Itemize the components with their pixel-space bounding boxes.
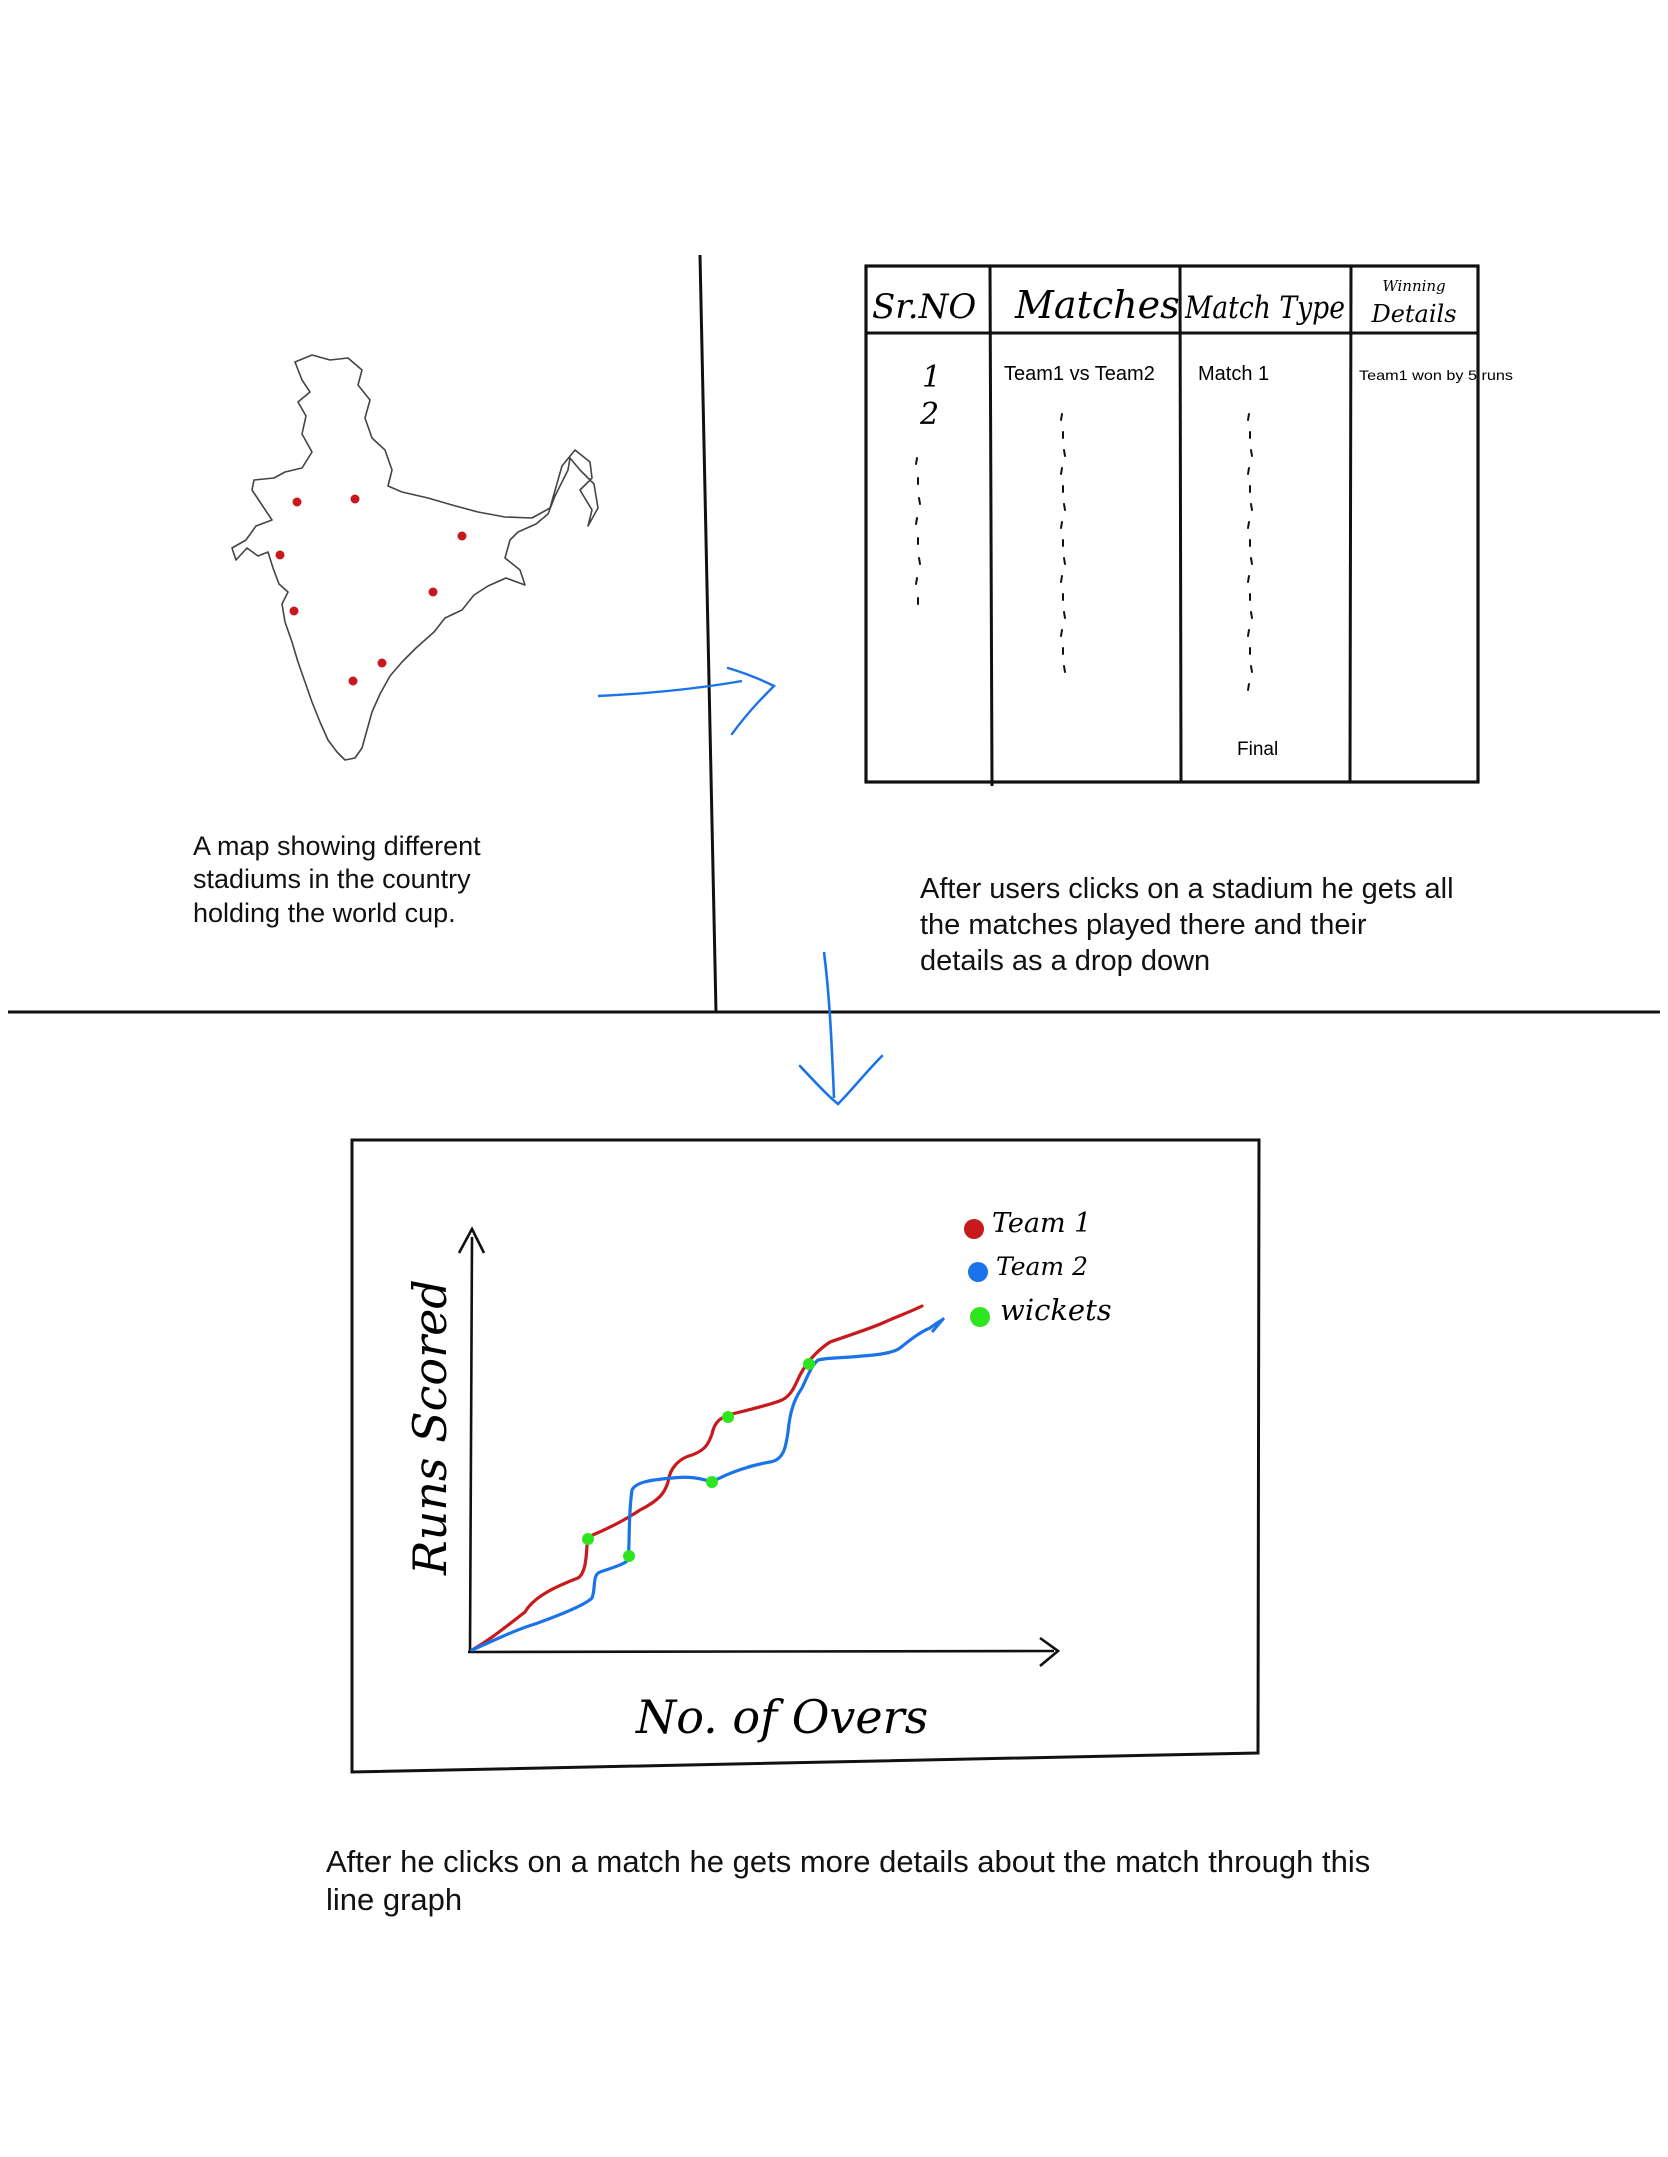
continuation-mark bbox=[1250, 611, 1253, 619]
continuation-mark bbox=[915, 517, 918, 525]
continuation-mark bbox=[915, 457, 918, 465]
continuation-mark bbox=[918, 557, 921, 565]
wicket-point[interactable] bbox=[803, 1358, 815, 1370]
continuation-mark bbox=[1247, 683, 1250, 691]
header-sr-no: Sr.NO bbox=[872, 287, 976, 327]
continuation-mark bbox=[915, 577, 918, 585]
continuation-mark bbox=[1063, 557, 1066, 565]
continuation-mark bbox=[1060, 521, 1063, 529]
continuation-mark bbox=[1063, 449, 1066, 457]
continuation-mark bbox=[1247, 413, 1250, 421]
india-map[interactable] bbox=[231, 354, 599, 761]
continuation-mark bbox=[1247, 575, 1250, 583]
matches-table: Sr.NO Matches Match Type Winning Details… bbox=[864, 264, 1513, 787]
continuation-mark bbox=[1060, 413, 1063, 421]
cell-match-1[interactable]: Team1 vs Team2 bbox=[1004, 363, 1155, 385]
continuation-mark bbox=[1250, 557, 1253, 565]
continuation-mark bbox=[1063, 611, 1066, 619]
continuation-marks-srno bbox=[915, 457, 921, 605]
vertical-divider bbox=[698, 254, 718, 1013]
continuation-mark bbox=[1060, 467, 1063, 475]
stadium-marker[interactable] bbox=[428, 587, 438, 597]
wicket-point[interactable] bbox=[623, 1550, 635, 1562]
wicket-point[interactable] bbox=[722, 1411, 734, 1423]
y-axis-label: Runs Scored bbox=[403, 1279, 457, 1576]
x-axis bbox=[467, 1636, 1061, 1667]
cell-final: Final bbox=[1237, 739, 1278, 760]
svg-text:Winning: Winning bbox=[1382, 277, 1445, 295]
wicket-point[interactable] bbox=[582, 1533, 594, 1545]
continuation-mark bbox=[1063, 503, 1066, 511]
continuation-mark bbox=[1250, 665, 1253, 673]
cell-winning-1: Team1 won by 5 runs bbox=[1359, 367, 1513, 383]
legend-item-wickets[interactable]: wickets bbox=[970, 1293, 1112, 1327]
graph-caption: After he clicks on a match he gets more … bbox=[326, 1844, 1371, 1918]
stadium-markers bbox=[275, 494, 467, 686]
y-axis bbox=[457, 1226, 486, 1653]
wicket-point[interactable] bbox=[706, 1476, 718, 1488]
stadium-marker[interactable] bbox=[275, 550, 285, 560]
wicket-markers bbox=[582, 1358, 815, 1562]
series-arrowhead-team-2 bbox=[930, 1317, 946, 1333]
chart-legend: Team 1 Team 2 wickets bbox=[964, 1208, 1112, 1327]
header-matches: Matches bbox=[1014, 283, 1180, 327]
stadium-marker[interactable] bbox=[289, 606, 299, 616]
line-chart[interactable]: Runs Scored No. of Overs Team 1 Team 2 bbox=[403, 1208, 1112, 1744]
continuation-marks-matches bbox=[1060, 413, 1066, 673]
header-match-type: Match Type bbox=[1184, 290, 1345, 326]
x-axis-label: No. of Overs bbox=[635, 1690, 928, 1744]
continuation-mark bbox=[918, 497, 921, 505]
continuation-mark bbox=[1247, 629, 1250, 637]
continuation-mark bbox=[1060, 575, 1063, 583]
continuation-marks-type bbox=[1247, 413, 1253, 691]
continuation-mark bbox=[1250, 503, 1253, 511]
legend-label-team-2: Team 2 bbox=[996, 1252, 1088, 1281]
stadium-marker[interactable] bbox=[350, 494, 360, 504]
line-graph-frame bbox=[350, 1138, 1261, 1774]
cell-sr-2: 2 bbox=[919, 397, 939, 432]
header-winning-details: Winning Details bbox=[1370, 277, 1456, 328]
stadium-marker[interactable] bbox=[292, 497, 302, 507]
continuation-mark bbox=[1060, 629, 1063, 637]
continuation-mark bbox=[1063, 665, 1066, 673]
table-row[interactable]: 1 Team1 vs Team2 Match 1 Team1 won by 5 … bbox=[922, 360, 1513, 395]
continuation-mark bbox=[1250, 449, 1253, 457]
stadium-marker[interactable] bbox=[348, 676, 358, 686]
stadium-marker[interactable] bbox=[457, 531, 467, 541]
continuation-mark bbox=[1247, 521, 1250, 529]
legend-label-wickets: wickets bbox=[1000, 1293, 1112, 1327]
map-caption: A map showing different stadiums in the … bbox=[193, 831, 481, 928]
series-line-team-1 bbox=[470, 1304, 924, 1652]
arrow-map-to-table bbox=[597, 666, 777, 736]
arrow-table-to-graph bbox=[798, 951, 884, 1106]
cell-sr-1: 1 bbox=[922, 360, 941, 395]
continuation-mark bbox=[1247, 467, 1250, 475]
cell-type-1: Match 1 bbox=[1198, 363, 1269, 385]
india-map-outline bbox=[231, 354, 599, 761]
series-line-team-2 bbox=[470, 1318, 944, 1652]
svg-text:Details: Details bbox=[1370, 300, 1456, 328]
legend-label-team-1: Team 1 bbox=[992, 1208, 1091, 1239]
table-caption: After users clicks on a stadium he gets … bbox=[920, 873, 1454, 977]
table-row[interactable]: 2 bbox=[919, 397, 939, 432]
legend-item-team-2[interactable]: Team 2 bbox=[968, 1252, 1088, 1282]
legend-item-team-1[interactable]: Team 1 bbox=[964, 1208, 1091, 1239]
stadium-marker[interactable] bbox=[377, 658, 387, 668]
